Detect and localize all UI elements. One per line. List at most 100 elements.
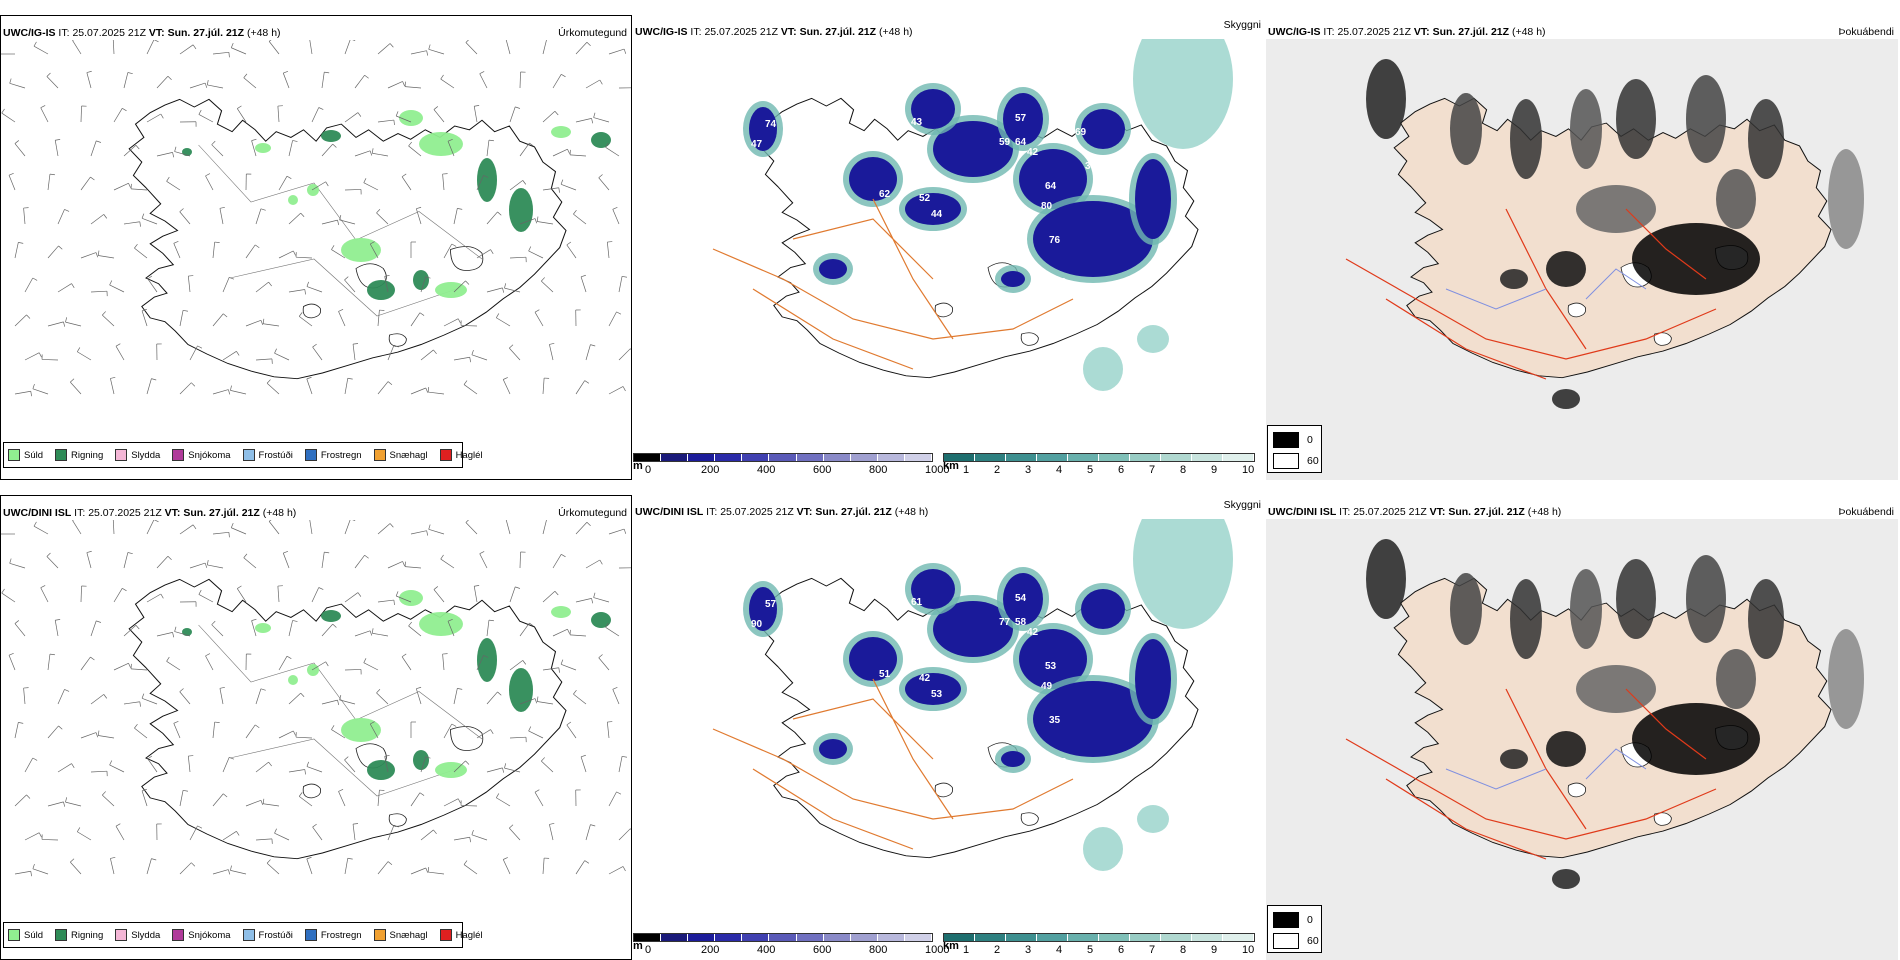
ceiling-tick: 0 [645, 944, 651, 956]
fog-legend-item: 0 [1273, 912, 1313, 928]
panel-fog-ig: UWC/IG-IS IT: 25.07.2025 21Z VT: Sun. 27… [1266, 15, 1898, 480]
ceiling-label: 57 [765, 599, 777, 610]
ceiling-tick: 0 [645, 464, 651, 476]
legend-swatch [243, 449, 255, 461]
panel-visibility-dini: UWC/DINI ISL IT: 25.07.2025 21Z VT: Sun.… [633, 495, 1265, 960]
ceiling-label: 53 [773, 163, 785, 174]
ceiling-label: 42 [919, 673, 931, 684]
legend-label: 0 [1307, 434, 1313, 446]
legend-label: Frostregn [321, 930, 362, 941]
precip-legend: Súld Rigning Slydda Snjókoma Frostúði Frostre… [3, 442, 463, 468]
ceiling-label: 77 [999, 617, 1011, 628]
legend-label: Frostúði [259, 930, 293, 941]
ceiling-label: 61 [911, 597, 923, 608]
ceiling-label: 40 [915, 729, 927, 740]
ceiling-label: 52 [971, 757, 983, 768]
fog-map [1266, 39, 1898, 480]
ceiling-label: 62 [879, 189, 891, 200]
legend-swatch [305, 929, 317, 941]
ceiling-label: 58 [1015, 617, 1027, 628]
precip-legend-item: Súld [8, 449, 43, 461]
precip-legend-item: Súld [8, 929, 43, 941]
ceiling-label: 42 [1027, 147, 1039, 158]
legend-swatch [1273, 912, 1299, 928]
legend-swatch [55, 929, 67, 941]
precip-map [1, 520, 632, 920]
panel-header: UWC/DINI ISL IT: 25.07.2025 21Z VT: Sun.… [3, 506, 296, 520]
visibility-tick: 2 [994, 944, 1000, 956]
ceiling-label: 66 [851, 623, 863, 634]
visibility-tick: 7 [1149, 464, 1155, 476]
visibility-tick: 8 [1180, 464, 1186, 476]
visibility-tick: 4 [1056, 944, 1062, 956]
ceiling-label: 64 [865, 259, 877, 270]
legend-label: Rigning [71, 450, 103, 461]
precip-map [1, 40, 632, 440]
legend-label: Snæhagl [390, 930, 428, 941]
legend-swatch [172, 929, 184, 941]
ceiling-color-bar [633, 933, 933, 942]
ceiling-label: 65 [851, 143, 863, 154]
legend-label: Frostregn [321, 450, 362, 461]
ceiling-label: 47 [915, 171, 927, 182]
ceiling-tick: 200 [701, 944, 719, 956]
visibility-tick: 9 [1211, 944, 1217, 956]
ceiling-label: 52 [773, 643, 785, 654]
ceiling-label: 64 [1015, 137, 1027, 148]
ceiling-tick: 600 [813, 944, 831, 956]
ceiling-label: 51 [969, 225, 981, 236]
legend-label: 0 [1307, 914, 1313, 926]
ceiling-label: 90 [751, 619, 763, 630]
visibility-tick: 10 [1242, 944, 1254, 956]
ceiling-tick: 800 [869, 464, 887, 476]
visibility-color-bar [943, 933, 1255, 942]
visibility-tick: 5 [1087, 944, 1093, 956]
legend-swatch [440, 929, 452, 941]
ceiling-label: 35 [1055, 757, 1067, 768]
ceiling-tick: 400 [757, 944, 775, 956]
legend-swatch [55, 449, 67, 461]
legend-label: Frostúði [259, 450, 293, 461]
ceiling-label: 87 [865, 739, 877, 750]
precip-legend-item: Snæhagl [374, 929, 428, 941]
legend-swatch [1273, 933, 1299, 949]
precip-legend-item: Frostregn [305, 449, 362, 461]
legend-label: Slydda [131, 930, 160, 941]
precip-legend-item: Snjókoma [172, 449, 230, 461]
legend-swatch [115, 929, 127, 941]
legend-label: Haglél [456, 450, 483, 461]
legend-label: Rigning [71, 930, 103, 941]
ceiling-label: 77 [787, 177, 799, 188]
visibility-tick: 3 [1025, 464, 1031, 476]
fog-map [1266, 519, 1898, 960]
precip-legend-item: Snæhagl [374, 449, 428, 461]
visibility-tick: 1 [963, 944, 969, 956]
ceiling-label: 59 [999, 137, 1011, 148]
visibility-tick: 4 [1056, 464, 1062, 476]
legend-swatch [305, 449, 317, 461]
ceiling-label: 50 [903, 181, 915, 192]
ceiling-label: 53 [1045, 661, 1057, 672]
precip-legend-item: Frostúði [243, 449, 293, 461]
fog-legend-item: 60 [1273, 933, 1319, 949]
panel-header: UWC/IG-IS IT: 25.07.2025 21Z VT: Sun. 27… [635, 25, 913, 39]
legend-swatch [374, 449, 386, 461]
precip-legend-item: Haglél [440, 929, 483, 941]
precip-legend-item: Slydda [115, 449, 160, 461]
ceiling-tick: 600 [813, 464, 831, 476]
ceiling-label: 52 [919, 193, 931, 204]
panel-precip-type-ig: UWC/IG-IS IT: 25.07.2025 21Z VT: Sun. 27… [0, 15, 632, 480]
precip-legend-item: Rigning [55, 929, 103, 941]
legend-swatch [8, 449, 20, 461]
ceiling-label: 80 [915, 249, 927, 260]
ceiling-label: 54 [1015, 593, 1027, 604]
ceiling-tick: 200 [701, 464, 719, 476]
ceiling-label: 35 [1049, 715, 1061, 726]
legend-swatch [115, 449, 127, 461]
ceiling-label: 64 [1045, 181, 1057, 192]
ceiling-tick: 800 [869, 944, 887, 956]
fog-legend-item: 60 [1273, 453, 1319, 469]
